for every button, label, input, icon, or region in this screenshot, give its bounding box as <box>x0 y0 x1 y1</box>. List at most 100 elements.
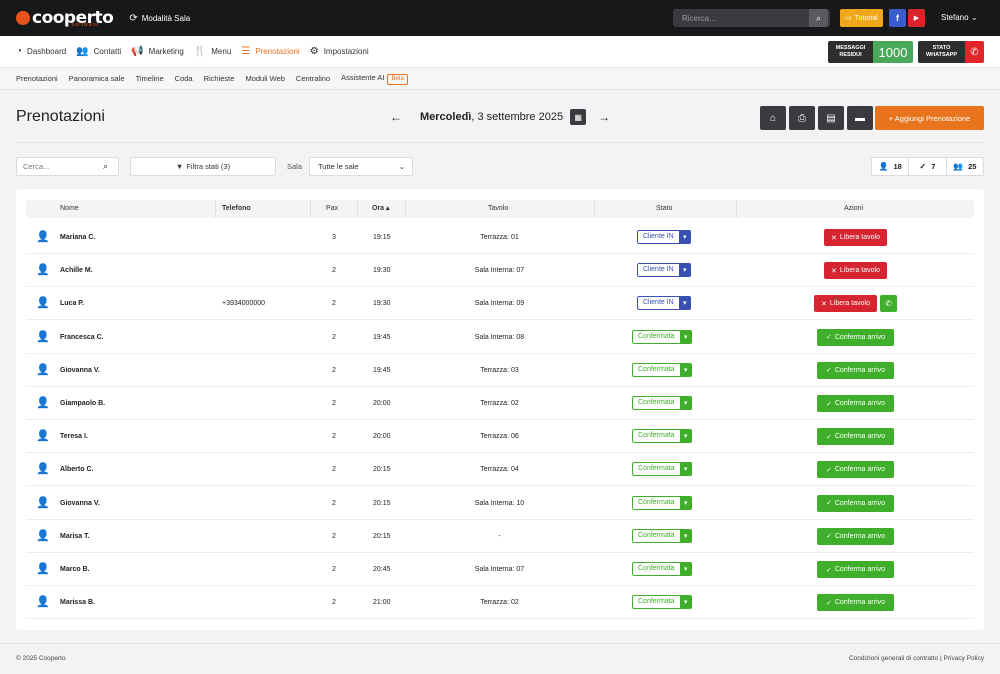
reservation-time: 19:45 <box>373 333 391 341</box>
free-table-button[interactable]: ✕ Libera tavolo <box>824 262 887 280</box>
credit-card-icon[interactable]: ▬ <box>847 106 873 130</box>
status-badge[interactable]: Confermata ▾ <box>632 462 692 477</box>
header-azioni: Azioni <box>844 205 864 212</box>
header-tavolo[interactable]: Tavolo <box>488 205 509 212</box>
guest-name[interactable]: Luca P. <box>60 300 84 308</box>
nav-item-menu[interactable]: 🍴 Menu <box>194 46 231 57</box>
search-icon[interactable]: ⌕ <box>809 9 828 27</box>
nav-item-contatti[interactable]: 👥 Contatti <box>76 46 121 57</box>
nav-item-marketing[interactable]: 📢 Marketing <box>131 46 184 57</box>
confirm-arrival-button[interactable]: ✓ Conferma arrivo <box>817 494 894 512</box>
table-number: Terrazza: 03 <box>480 366 519 374</box>
subnav-timeline[interactable]: Timeline <box>135 74 164 83</box>
youtube-icon[interactable]: ▶ <box>908 9 925 27</box>
table-row[interactable]: 👤 Marisa T. 2 20:15 - Confermata ▾ ✓ Conferma ar… <box>26 520 974 553</box>
whatsapp-icon[interactable]: ✆ <box>880 295 897 313</box>
confirm-arrival-button[interactable]: ✓ Conferma arrivo <box>817 395 894 412</box>
guest-name[interactable]: Achille M. <box>60 267 93 275</box>
status-badge[interactable]: Confermata ▾ <box>632 528 692 543</box>
whatsapp-icon: ✆ <box>965 41 984 63</box>
status-badge[interactable]: Confermata ▾ <box>632 329 692 344</box>
confirm-arrival-button[interactable]: ✓ Conferma arrivo <box>817 328 894 346</box>
confirm-arrival-button[interactable]: ✓ Conferma arrivo <box>817 561 894 578</box>
status-badge[interactable]: Cliente IN ▾ <box>637 263 691 278</box>
guest-name[interactable]: Marisa T. <box>60 532 90 540</box>
table-row[interactable]: 👤 Giovanna V. 2 19:45 Terrazza: 03 Confermata… <box>26 354 974 387</box>
nav-item-impostazioni[interactable]: ⚙ Impostazioni <box>310 46 369 57</box>
check-icon: ✓ <box>825 566 832 574</box>
subnav-assistente-ai[interactable]: Assistente AI Beta <box>341 73 408 85</box>
header-pax[interactable]: Pax <box>326 205 339 212</box>
guest-name[interactable]: Alberto C. <box>60 466 94 474</box>
confirm-arrival-button[interactable]: ✓ Conferma arrivo <box>817 527 894 545</box>
footer-links[interactable]: Condizioni generali di contratto | Priva… <box>848 655 984 662</box>
tutorial-button[interactable]: ▭ Tutorial <box>840 9 883 27</box>
subnav-richieste[interactable]: Richieste <box>203 74 235 83</box>
confirm-arrival-button[interactable]: ✓ Conferma arrivo <box>817 461 894 479</box>
confirm-arrival-button[interactable]: ✓ Conferma arrivo <box>817 361 894 379</box>
guest-name[interactable]: Giovanna V. <box>60 499 100 507</box>
filter-states-button[interactable]: ▼ Filtra stati (3) <box>130 157 276 176</box>
logo[interactable]: cooperto <box>16 9 114 26</box>
table-row[interactable]: 👤 Alberto C. 2 20:15 Terrazza: 04 Confermata ▾… <box>26 453 974 487</box>
table-row[interactable]: 👤 Marissa B. 2 21:00 Terrazza: 02 Confermata ▾… <box>26 586 974 620</box>
subnav-moduli-web[interactable]: Moduli Web <box>245 74 285 83</box>
table-row[interactable]: 👤 Giampaolo B. 2 20:00 Terrazza: 02 Confermat… <box>26 387 974 420</box>
free-table-button[interactable]: ✕ Libera tavolo <box>814 295 877 313</box>
chevron-down-icon: ▾ <box>679 462 692 477</box>
facebook-icon[interactable]: f <box>889 9 906 27</box>
arrow-right-icon[interactable]: → <box>598 110 611 124</box>
confirm-arrival-button[interactable]: ✓ Conferma arrivo <box>817 594 894 612</box>
global-search-input[interactable] <box>673 9 809 27</box>
nav-item-dashboard[interactable]: ◔ Dashboard <box>16 46 66 57</box>
header-ora[interactable]: Ora ▴ <box>372 200 390 218</box>
status-badge[interactable]: Cliente IN ▾ <box>637 296 691 311</box>
header-telefono[interactable]: Telefono <box>222 205 251 212</box>
action-label: Conferma arrivo <box>834 433 886 441</box>
sala-select[interactable]: Tutte le sale ⌄ <box>309 157 413 176</box>
table-row[interactable]: 👤 Luca P. +3934000000 2 19:30 Sala Interna: 0… <box>26 287 974 321</box>
print-icon[interactable]: ⎙ <box>789 106 815 130</box>
guest-name[interactable]: Teresa I. <box>60 433 88 441</box>
table-row[interactable]: 👤 Giovanna V. 2 20:15 Sala Interna: 10 Confer… <box>26 487 974 520</box>
status-badge[interactable]: Confermata ▾ <box>632 595 692 610</box>
header-stato[interactable]: Stato <box>656 205 673 212</box>
messages-remaining[interactable]: MESSAGGI RESIDUI 1000 <box>828 41 913 63</box>
whatsapp-status[interactable]: STATO WHATSAPP ✆ <box>918 41 984 63</box>
guest-name[interactable]: Marco B. <box>60 566 90 573</box>
mode-toggle[interactable]: ⟳ Modalità Sala <box>129 13 190 24</box>
status-badge[interactable]: Confermata ▾ <box>632 429 692 444</box>
calendar-icon[interactable]: ▦ <box>570 109 587 125</box>
add-reservation-button[interactable]: + Aggiungi Prenotazione <box>875 106 984 130</box>
status-badge[interactable]: Confermata ▾ <box>632 495 692 510</box>
guest-name[interactable]: Giovanna V. <box>60 366 100 374</box>
guest-name[interactable]: Francesca C. <box>60 333 104 341</box>
status-badge[interactable]: Cliente IN ▾ <box>637 230 691 244</box>
table-row[interactable]: 👤 Mariana C. 3 19:15 Terrazza: 01 Cliente IN ▾… <box>26 221 974 254</box>
reservation-search-input[interactable] <box>17 162 103 171</box>
nav-item-prenotazioni[interactable]: ☰ Prenotazioni <box>241 46 299 57</box>
user-menu[interactable]: Stefano ⌄ <box>941 13 978 22</box>
confirm-arrival-button[interactable]: ✓ Conferma arrivo <box>817 428 894 446</box>
table-row[interactable]: 👤 Marco B. 2 20:45 Sala Interna: 07 Confermat… <box>26 553 974 586</box>
status-badge[interactable]: Confermata ▾ <box>632 362 692 377</box>
guest-name[interactable]: Mariana C. <box>60 234 96 241</box>
status-badge[interactable]: Confermata ▾ <box>632 562 692 576</box>
status-badge[interactable]: Confermata ▾ <box>632 396 692 410</box>
subnav-prenotazioni[interactable]: Prenotazioni <box>16 74 58 83</box>
action-label: Conferma arrivo <box>834 366 886 374</box>
arrow-left-icon[interactable]: ← <box>390 110 402 124</box>
subnav-coda[interactable]: Coda <box>174 74 193 83</box>
table-row[interactable]: 👤 Francesca C. 2 19:45 Sala Interna: 08 Confe… <box>26 321 974 354</box>
header-nome[interactable]: Nome <box>60 205 79 212</box>
guest-name[interactable]: Marissa B. <box>60 599 96 607</box>
subnav-panoramica-sale[interactable]: Panoramica sale <box>68 74 125 83</box>
guest-name[interactable]: Giampaolo B. <box>60 400 106 407</box>
door-icon[interactable]: ⌂ <box>760 106 786 130</box>
free-table-button[interactable]: ✕ Libera tavolo <box>824 229 887 246</box>
search-icon[interactable]: ⌕ <box>103 161 109 171</box>
table-row[interactable]: 👤 Achille M. 2 19:30 Sala Interna: 07 Cliente… <box>26 254 974 288</box>
table-row[interactable]: 👤 Teresa I. 2 20:00 Terrazza: 06 Confermata ▾ ✓… <box>26 420 974 454</box>
subnav-centralino[interactable]: Centralino <box>295 74 331 83</box>
chart-icon[interactable]: ▤ <box>818 106 844 130</box>
